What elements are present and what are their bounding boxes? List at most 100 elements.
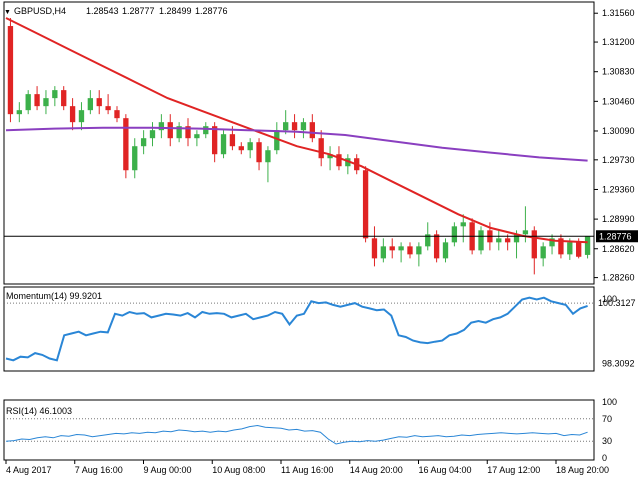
- price-header: ▼ GBPUSD,H4 1.28543 1.28777 1.28499 1.28…: [4, 6, 228, 16]
- candle-body: [496, 238, 502, 243]
- candle-body: [540, 246, 546, 259]
- candle-body: [69, 106, 76, 123]
- x-tick-label: 7 Aug 16:00: [75, 465, 123, 475]
- sma-fast-line: [5, 17, 588, 244]
- candle-body: [238, 146, 244, 151]
- x-tick-label: 16 Aug 04:00: [419, 465, 472, 475]
- sma-slow-line: [5, 126, 588, 162]
- rsi-tick-label: 70: [602, 414, 612, 424]
- candle-body: [398, 246, 404, 251]
- candle-body: [34, 94, 40, 107]
- candle-body: [185, 126, 191, 139]
- rsi-line: [5, 424, 588, 445]
- candle-body: [504, 238, 511, 243]
- candle-body: [176, 126, 182, 139]
- rsi-pane-frame: [3, 399, 595, 461]
- momentum-title: Momentum(14) 99.9201: [6, 291, 102, 301]
- header-low: 1.28499: [159, 6, 192, 16]
- momentum-tick-label: 100: [602, 294, 617, 304]
- candle-body: [567, 242, 573, 255]
- header-symbol: GBPUSD,H4: [14, 6, 66, 16]
- candle-body: [247, 142, 253, 151]
- momentum-tick-label: 98.3092: [602, 359, 635, 369]
- momentum-pane-frame: [3, 286, 595, 372]
- header-triangle-icon: ▼: [4, 9, 11, 16]
- candle-body: [194, 134, 200, 139]
- candle-body: [327, 154, 333, 159]
- candle-body: [425, 234, 431, 247]
- candle-body: [460, 222, 466, 227]
- candle-body: [318, 138, 324, 159]
- current-price-tag: [596, 230, 638, 243]
- price-tick-label: 1.31200: [602, 37, 635, 47]
- candle-body: [380, 246, 387, 259]
- x-axis: 4 Aug 2017 7 Aug 16:00 9 Aug 00:00 10 Aug 0…: [5, 460, 609, 475]
- x-tick-label: 9 Aug 00:00: [144, 465, 192, 475]
- candle-body: [43, 98, 49, 107]
- x-tick-label: 17 Aug 12:00: [487, 465, 540, 475]
- rsi-tick-label: 0: [602, 453, 607, 463]
- candle-body: [407, 246, 413, 255]
- price-tick-label: 1.28620: [602, 244, 635, 254]
- candle-body: [211, 126, 218, 155]
- x-tick-label: 18 Aug 20:00: [556, 465, 609, 475]
- candle-body: [158, 122, 165, 131]
- price-tick-label: 1.28260: [602, 273, 635, 283]
- candle-body: [531, 230, 537, 259]
- candle-body: [371, 238, 378, 259]
- rsi-label: RSI(14) 46.1003: [6, 406, 72, 416]
- candle-body: [291, 122, 298, 131]
- rsi-tick-label: 30: [602, 436, 612, 446]
- price-pane: 1.31560 1.31200 1.30830 1.30460 1.30090 1.297…: [3, 1, 638, 285]
- price-tick-label: 1.30830: [602, 67, 635, 77]
- candle-body: [167, 122, 173, 139]
- momentum-tick-label: 100.3127: [598, 298, 636, 308]
- candle-body: [114, 110, 120, 119]
- candle-body: [203, 126, 209, 135]
- x-tick-label: 14 Aug 20:00: [350, 465, 403, 475]
- price-tick-label: 1.30090: [602, 126, 635, 136]
- candle-body: [576, 242, 582, 257]
- candle-body: [513, 234, 520, 243]
- candle-body: [78, 110, 85, 123]
- candle-body: [229, 134, 236, 147]
- candle-body: [283, 122, 289, 131]
- candle-body: [416, 246, 422, 255]
- price-tick-label: 1.28990: [602, 214, 635, 224]
- candle-body: [336, 154, 342, 167]
- price-tick-label: 1.31560: [602, 8, 635, 18]
- candle-body: [389, 246, 395, 251]
- rsi-tick-label: 100: [602, 397, 617, 407]
- header-open: 1.28543: [86, 6, 119, 16]
- price-tick-label: 1.30460: [602, 96, 635, 106]
- x-tick-label: 10 Aug 08:00: [212, 465, 265, 475]
- candle-body: [7, 26, 14, 115]
- price-tick-label: 1.29730: [602, 155, 635, 165]
- candle-body: [300, 122, 307, 131]
- candle-body: [451, 226, 458, 243]
- candle-body: [265, 150, 271, 163]
- price-pane-frame: [3, 1, 595, 285]
- price-tick-label: 1.29360: [602, 184, 635, 194]
- candle-body: [345, 158, 351, 167]
- x-tick-label: 11 Aug 16:00: [281, 465, 333, 475]
- rsi-pane: 100 70 30 0: [3, 397, 617, 463]
- current-price-label: 1.28776: [599, 231, 632, 241]
- candle-body: [442, 242, 449, 259]
- candle-body: [549, 238, 555, 247]
- candle-body: [522, 230, 529, 235]
- header-close: 1.28776: [195, 6, 228, 16]
- candle-body: [25, 94, 31, 111]
- candle-body: [478, 230, 484, 251]
- candle-body: [105, 106, 111, 111]
- rsi-title: RSI(14) 46.1003: [6, 406, 72, 416]
- candle-body: [61, 90, 67, 107]
- candle-body: [149, 130, 156, 139]
- candle-body: [584, 236, 591, 255]
- candle-body: [274, 130, 280, 151]
- candle-body: [309, 122, 315, 139]
- momentum-line: [5, 296, 588, 362]
